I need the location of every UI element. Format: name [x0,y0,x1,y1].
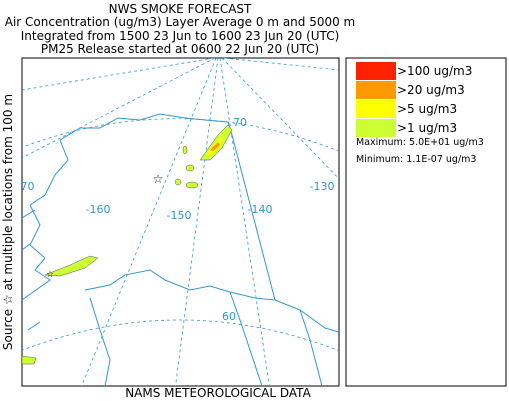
footer: NAMS METEOROLOGICAL DATA [125,386,311,400]
plume [22,355,37,365]
grid-line [22,319,339,352]
plumes [22,124,233,365]
legend-min: Minimum: 1.1E-07 ug/m3 [356,154,476,165]
coastline [299,309,323,386]
map-label: 60 [222,310,236,323]
side-label: Source ☆ at multiple locations from 100 … [1,94,15,350]
grid-line [175,58,219,386]
coastline [22,209,41,331]
map-label: -130 [310,180,335,193]
title: NWS SMOKE FORECAST [109,2,252,16]
graticule [22,58,339,386]
grid-line [22,118,339,152]
coastline [22,113,339,386]
subtitle: Integrated from 1500 23 Jun to 1600 23 J… [21,29,340,43]
legend-swatch [356,62,396,80]
grid-line [223,58,339,71]
legend-max: Maximum: 5.0E+01 ug/m3 [356,137,484,148]
source-marker: ☆ [153,172,164,186]
plume [174,178,182,186]
map: ☆ ☆ 70 -170 -160 -150 -140 -130 60 [10,57,340,387]
map-label: -140 [248,203,273,216]
legend-swatch [356,119,396,137]
subtitle: Air Concentration (ug/m3) Layer Average … [5,15,356,29]
plume [185,181,199,189]
grid-line [219,58,270,386]
map-label: -160 [86,203,111,216]
source-marker: ☆ [46,270,54,280]
plume [210,142,220,151]
legend-label: >20 ug/m3 [397,83,465,97]
coastline [22,139,69,301]
map-frame [21,57,340,387]
coastline [89,297,111,386]
grid-line [22,58,215,91]
plume [185,164,195,172]
coastline [229,291,263,386]
coastline [84,269,276,301]
subtitle: PM25 Release started at 0600 22 Jun 20 (… [41,42,319,56]
legend-label: >100 ug/m3 [397,64,472,78]
legend-label: >1 ug/m3 [397,121,457,135]
legend-swatch [356,81,396,99]
plume [44,255,99,277]
map-label: 70 [233,116,247,129]
map-label: -170 [10,180,35,193]
coastline [59,113,339,333]
plume [182,145,188,155]
legend: Maximum: 5.0E+01 ug/m3 Minimum: 1.1E-07 … [345,57,507,387]
map-label: -150 [167,209,192,222]
legend-swatch [356,100,396,118]
legend-label: >5 ug/m3 [397,102,457,116]
